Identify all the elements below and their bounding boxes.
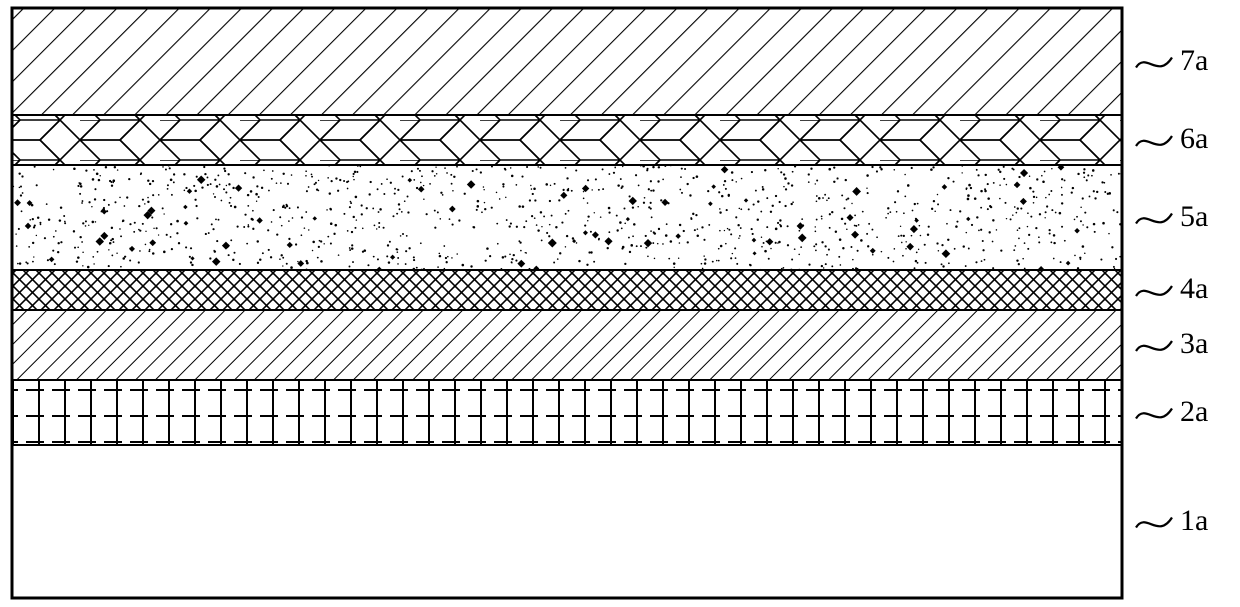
layer-label-L2: 2a: [1180, 395, 1208, 429]
callout-curve: [1136, 214, 1172, 224]
callout-curve: [1136, 518, 1172, 528]
layer-label-L3: 3a: [1180, 327, 1208, 361]
callout-curve: [1136, 341, 1172, 351]
callout-curve: [1136, 136, 1172, 146]
layer-label-L1: 1a: [1180, 504, 1208, 538]
layer-label-L4: 4a: [1180, 272, 1208, 306]
callout-curve: [1136, 286, 1172, 296]
layer-label-L5: 5a: [1180, 200, 1208, 234]
layer-label-L7: 7a: [1180, 44, 1208, 78]
callout-curve: [1136, 409, 1172, 419]
layer-label-L6: 6a: [1180, 122, 1208, 156]
callout-curve: [1136, 58, 1172, 68]
layer-stack-diagram: [0, 0, 1240, 607]
